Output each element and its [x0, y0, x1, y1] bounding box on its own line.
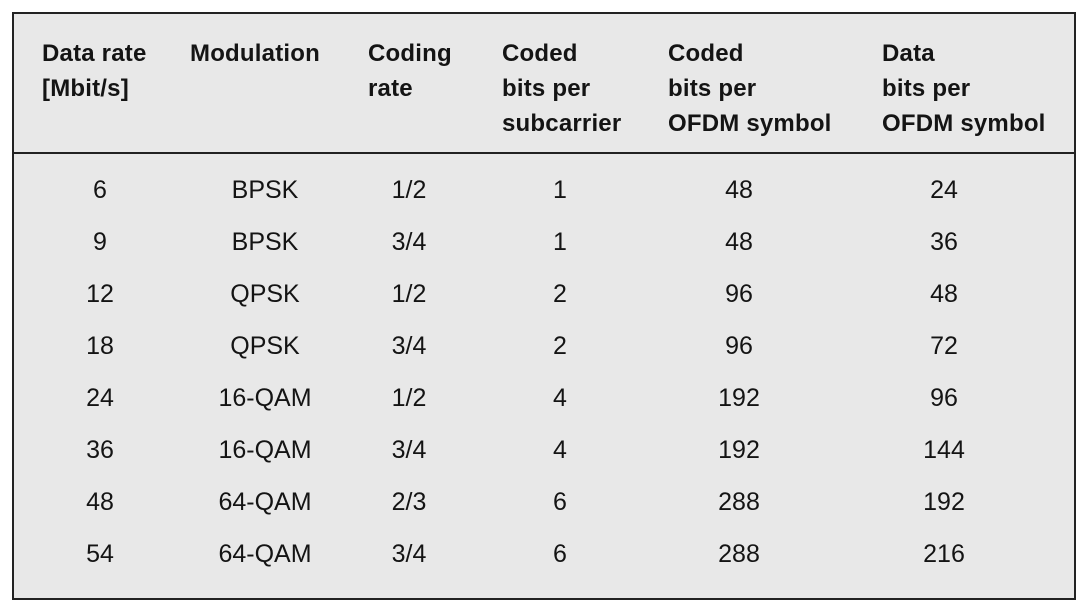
cell-data-rate: 36 — [86, 436, 114, 464]
cell-coding-rate: 1/2 — [391, 384, 427, 412]
cell-modulation: 64-QAM — [218, 540, 312, 568]
cell-data-rate: 18 — [86, 332, 114, 360]
cell-coded-bits-per-subcarrier: 2 — [553, 280, 567, 308]
cell-coded-bits-per-subcarrier: 4 — [553, 384, 567, 412]
cell-data-bits-per-symbol: 216 — [923, 540, 965, 568]
cell-coded-bits-per-subcarrier: 6 — [553, 488, 567, 516]
header-data-rate: Data rate [Mbit/s] — [42, 36, 147, 106]
cell-data-rate: 54 — [86, 540, 114, 568]
cell-coding-rate: 1/2 — [391, 280, 427, 308]
header-line: bits per — [668, 75, 757, 102]
header-line: Coded — [502, 40, 578, 67]
header-line: Modulation — [190, 40, 320, 67]
table-row: 24 16-QAM 1/2 4 192 96 — [14, 372, 1074, 424]
cell-coded-bits-per-subcarrier: 4 — [553, 436, 567, 464]
table-row: 12 QPSK 1/2 2 96 48 — [14, 268, 1074, 320]
header-coding-rate: Coding rate — [368, 36, 452, 106]
cell-modulation: BPSK — [231, 176, 299, 204]
cell-coding-rate: 3/4 — [391, 540, 427, 568]
cell-modulation: 16-QAM — [218, 384, 312, 412]
cell-data-rate: 9 — [93, 228, 107, 256]
cell-coded-bits-per-subcarrier: 1 — [553, 228, 567, 256]
cell-data-bits-per-symbol: 96 — [930, 384, 958, 412]
header-line: Coding — [368, 40, 452, 67]
header-line: Data rate — [42, 40, 147, 67]
header-line: Data — [882, 40, 935, 67]
cell-data-bits-per-symbol: 36 — [930, 228, 958, 256]
header-data-bits-per-ofdm-symbol: Data bits per OFDM symbol — [882, 36, 1046, 141]
cell-coded-bits-per-symbol: 48 — [725, 176, 753, 204]
cell-coding-rate: 3/4 — [391, 436, 427, 464]
ofdm-rate-table: Data rate [Mbit/s] Modulation Coding rat… — [12, 12, 1076, 600]
cell-coded-bits-per-symbol: 48 — [725, 228, 753, 256]
header-line: OFDM symbol — [882, 110, 1046, 137]
header-modulation: Modulation — [190, 36, 320, 71]
header-coded-bits-per-ofdm-symbol: Coded bits per OFDM symbol — [668, 36, 832, 141]
cell-coded-bits-per-symbol: 192 — [718, 436, 760, 464]
cell-data-bits-per-symbol: 192 — [923, 488, 965, 516]
header-line: bits per — [502, 75, 591, 102]
cell-data-bits-per-symbol: 24 — [930, 176, 958, 204]
table-row: 9 BPSK 3/4 1 48 36 — [14, 216, 1074, 268]
header-line: [Mbit/s] — [42, 75, 129, 102]
cell-coding-rate: 3/4 — [391, 332, 427, 360]
cell-modulation: QPSK — [230, 332, 300, 360]
cell-coded-bits-per-subcarrier: 1 — [553, 176, 567, 204]
cell-modulation: BPSK — [231, 228, 299, 256]
cell-coded-bits-per-subcarrier: 6 — [553, 540, 567, 568]
cell-coded-bits-per-symbol: 96 — [725, 280, 753, 308]
cell-coded-bits-per-symbol: 288 — [718, 488, 760, 516]
header-coded-bits-per-subcarrier: Coded bits per subcarrier — [502, 36, 621, 141]
cell-coded-bits-per-symbol: 288 — [718, 540, 760, 568]
table-row: 18 QPSK 3/4 2 96 72 — [14, 320, 1074, 372]
cell-coding-rate: 2/3 — [391, 488, 427, 516]
cell-data-bits-per-symbol: 72 — [930, 332, 958, 360]
cell-modulation: 64-QAM — [218, 488, 312, 516]
cell-modulation: 16-QAM — [218, 436, 312, 464]
cell-modulation: QPSK — [230, 280, 300, 308]
header-line: rate — [368, 75, 413, 102]
cell-data-bits-per-symbol: 144 — [923, 436, 965, 464]
cell-data-rate: 24 — [86, 384, 114, 412]
cell-data-rate: 6 — [93, 176, 107, 204]
cell-coded-bits-per-symbol: 96 — [725, 332, 753, 360]
cell-coding-rate: 3/4 — [391, 228, 427, 256]
cell-data-rate: 12 — [86, 280, 114, 308]
cell-coded-bits-per-subcarrier: 2 — [553, 332, 567, 360]
table-row: 6 BPSK 1/2 1 48 24 — [14, 164, 1074, 216]
cell-data-bits-per-symbol: 48 — [930, 280, 958, 308]
table-header: Data rate [Mbit/s] Modulation Coding rat… — [14, 14, 1074, 154]
table-row: 36 16-QAM 3/4 4 192 144 — [14, 424, 1074, 476]
table-row: 54 64-QAM 3/4 6 288 216 — [14, 528, 1074, 580]
header-line: Coded — [668, 40, 744, 67]
header-line: subcarrier — [502, 110, 622, 137]
cell-coding-rate: 1/2 — [391, 176, 427, 204]
header-line: bits per — [882, 75, 971, 102]
table-row: 48 64-QAM 2/3 6 288 192 — [14, 476, 1074, 528]
header-line: OFDM symbol — [668, 110, 832, 137]
cell-coded-bits-per-symbol: 192 — [718, 384, 760, 412]
cell-data-rate: 48 — [86, 488, 114, 516]
